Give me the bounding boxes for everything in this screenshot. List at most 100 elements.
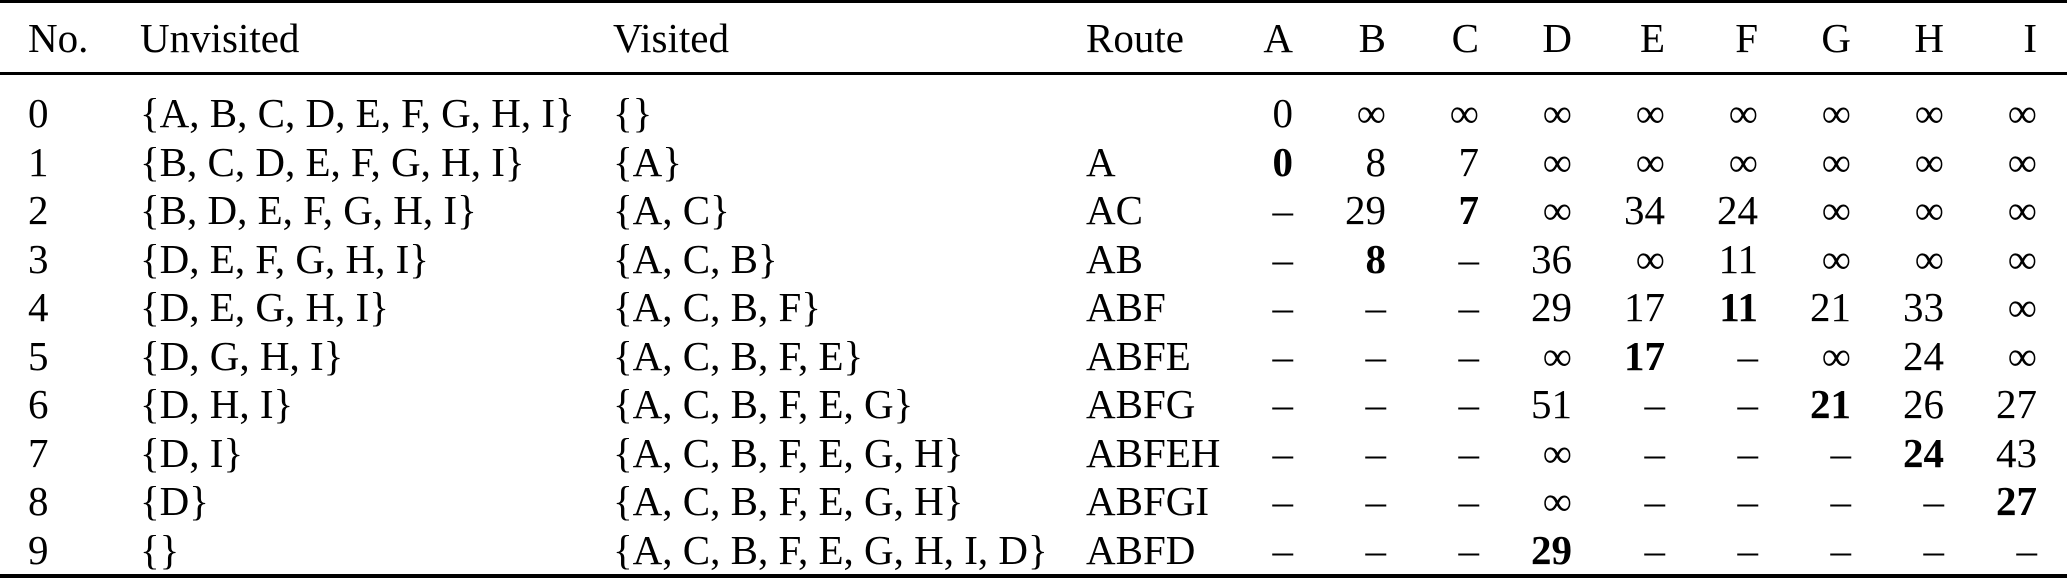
- cell-dist-f: –: [1737, 381, 1759, 428]
- cell-dist-d: 29: [1531, 284, 1572, 331]
- cell-dist-c: –: [1458, 381, 1480, 428]
- cell-no: 3: [28, 235, 49, 282]
- cell-dist-e: –: [1644, 381, 1666, 428]
- cell-dist-c: –: [1458, 429, 1480, 476]
- cell-dist-i: ∞: [2007, 284, 2037, 331]
- cell-dist-a: –: [1272, 284, 1294, 331]
- cell-dist-f: –: [1737, 526, 1759, 573]
- cell-dist-a: 0: [1272, 90, 1294, 137]
- cell-dist-a: –: [1272, 187, 1294, 234]
- cell-dist-d: 29: [1531, 526, 1572, 573]
- col-header-no: No.: [28, 14, 89, 61]
- cell-dist-g: –: [1830, 526, 1852, 573]
- cell-dist-e: ∞: [1635, 235, 1665, 282]
- cell-visited: {A, C, B, F, E, G, H}: [613, 478, 964, 525]
- table-row: 4 {D, E, G, H, I} {A, C, B, F} ABF – – – 29 17 11…: [0, 283, 2067, 332]
- table-row: 2 {B, D, E, F, G, H, I} {A, C} AC – 29 7 ∞ 34 24 ∞…: [0, 186, 2067, 235]
- cell-route: A: [1086, 138, 1116, 185]
- cell-dist-h: ∞: [1914, 138, 1944, 185]
- cell-dist-i: –: [2016, 526, 2038, 573]
- cell-dist-i: ∞: [2007, 332, 2037, 379]
- col-header-h: H: [1914, 14, 1944, 61]
- col-header-a: A: [1263, 14, 1293, 61]
- cell-no: 4: [28, 284, 49, 331]
- cell-dist-e: 34: [1624, 187, 1665, 234]
- col-header-g: G: [1821, 14, 1851, 61]
- cell-dist-f: 24: [1717, 187, 1758, 234]
- table-row: 7 {D, I} {A, C, B, F, E, G, H} ABFEH – – – ∞ – – –…: [0, 429, 2067, 478]
- cell-dist-h: 24: [1903, 332, 1944, 379]
- col-header-unvisited: Unvisited: [140, 14, 300, 61]
- cell-dist-d: ∞: [1542, 478, 1572, 525]
- cell-dist-f: –: [1737, 332, 1759, 379]
- cell-route: ABFG: [1086, 381, 1196, 428]
- cell-dist-b: –: [1365, 381, 1387, 428]
- cell-dist-i: ∞: [2007, 235, 2037, 282]
- cell-unvisited: {D, E, G, H, I}: [140, 284, 389, 331]
- cell-route: ABFD: [1086, 526, 1196, 573]
- cell-no: 5: [28, 332, 49, 379]
- cell-dist-c: –: [1458, 235, 1480, 282]
- table-row: 0 {A, B, C, D, E, F, G, H, I} {} 0 ∞ ∞ ∞ ∞ ∞ ∞ ∞ ∞: [0, 74, 2067, 138]
- cell-dist-c: –: [1458, 332, 1480, 379]
- cell-dist-g: ∞: [1821, 332, 1851, 379]
- cell-unvisited: {}: [140, 526, 180, 573]
- cell-dist-g: 21: [1810, 284, 1851, 331]
- cell-no: 0: [28, 90, 49, 137]
- cell-dist-b: 8: [1365, 138, 1387, 185]
- table-row: 9 {} {A, C, B, F, E, G, H, I, D} ABFD – – – 29 –…: [0, 526, 2067, 577]
- cell-dist-g: 21: [1810, 381, 1851, 428]
- header-row: No. Unvisited Visited Route A B C D E F G H I: [0, 2, 2067, 74]
- cell-dist-d: ∞: [1542, 429, 1572, 476]
- table-row: 5 {D, G, H, I} {A, C, B, F, E} ABFE – – – ∞ 17 – ∞…: [0, 332, 2067, 381]
- cell-route: ABF: [1086, 284, 1166, 331]
- cell-dist-g: ∞: [1821, 187, 1851, 234]
- cell-dist-b: –: [1365, 478, 1387, 525]
- cell-dist-c: –: [1458, 526, 1480, 573]
- cell-dist-e: ∞: [1635, 138, 1665, 185]
- cell-dist-g: ∞: [1821, 90, 1851, 137]
- cell-dist-d: ∞: [1542, 332, 1572, 379]
- cell-dist-g: –: [1830, 478, 1852, 525]
- col-header-i: I: [2023, 14, 2037, 61]
- cell-dist-i: 43: [1996, 429, 2037, 476]
- cell-dist-h: –: [1923, 478, 1945, 525]
- cell-visited: {A, C, B}: [613, 235, 778, 282]
- cell-dist-g: ∞: [1821, 235, 1851, 282]
- cell-visited: {A}: [613, 138, 682, 185]
- cell-dist-a: 0: [1272, 138, 1294, 185]
- cell-unvisited: {A, B, C, D, E, F, G, H, I}: [140, 90, 575, 137]
- cell-dist-f: 11: [1719, 284, 1758, 331]
- cell-route: ABFEH: [1086, 429, 1221, 476]
- cell-route: [1048, 74, 1230, 138]
- cell-dist-c: –: [1458, 478, 1480, 525]
- table-row: 3 {D, E, F, G, H, I} {A, C, B} AB – 8 – 36 ∞ 11 ∞ ∞…: [0, 235, 2067, 284]
- col-header-f: F: [1735, 14, 1758, 61]
- cell-dist-a: –: [1272, 526, 1294, 573]
- cell-dist-c: 7: [1458, 187, 1480, 234]
- cell-dist-d: 36: [1531, 235, 1572, 282]
- cell-no: 7: [28, 429, 49, 476]
- cell-visited: {A, C, B, F, E}: [613, 332, 864, 379]
- cell-dist-c: –: [1458, 284, 1480, 331]
- cell-dist-h: ∞: [1914, 187, 1944, 234]
- cell-dist-b: ∞: [1356, 90, 1386, 137]
- cell-dist-b: 29: [1345, 187, 1386, 234]
- col-header-d: D: [1542, 14, 1572, 61]
- cell-dist-a: –: [1272, 332, 1294, 379]
- cell-dist-b: –: [1365, 526, 1387, 573]
- cell-dist-c: 7: [1458, 138, 1480, 185]
- cell-route: AB: [1086, 235, 1143, 282]
- table-row: 6 {D, H, I} {A, C, B, F, E, G} ABFG – – – 51 – – 2…: [0, 380, 2067, 429]
- cell-route: ABFE: [1086, 332, 1191, 379]
- cell-dist-i: 27: [1996, 381, 2037, 428]
- cell-dist-e: –: [1644, 429, 1666, 476]
- cell-dist-i: ∞: [2007, 138, 2037, 185]
- cell-dist-e: –: [1644, 478, 1666, 525]
- cell-dist-h: 26: [1903, 381, 1944, 428]
- cell-dist-g: ∞: [1821, 138, 1851, 185]
- cell-no: 8: [28, 478, 49, 525]
- cell-unvisited: {B, D, E, F, G, H, I}: [140, 187, 477, 234]
- cell-dist-a: –: [1272, 429, 1294, 476]
- cell-no: 1: [28, 138, 49, 185]
